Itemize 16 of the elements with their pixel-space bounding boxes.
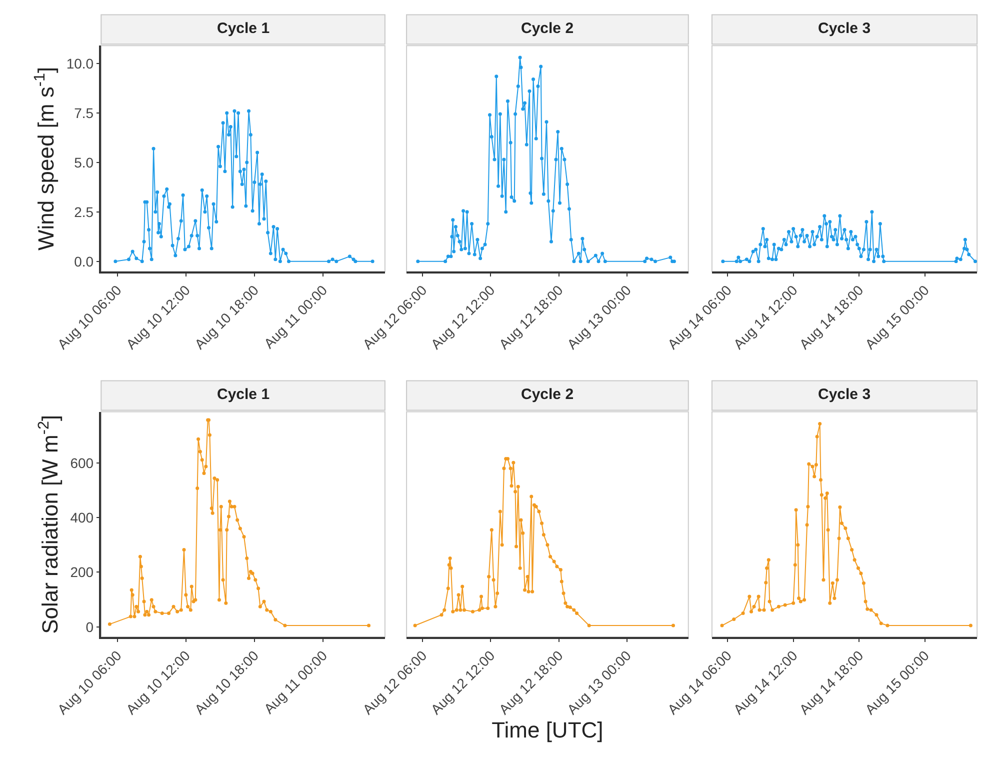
y-tick-label: 200 xyxy=(70,564,94,580)
y-tick-label: 0 xyxy=(86,618,94,635)
x-axis-title: Time [UTC] xyxy=(492,718,604,743)
chart-title: Cycle 2 xyxy=(521,386,574,403)
chart-title: Cycle 1 xyxy=(217,386,270,403)
y-tick-label: 2.5 xyxy=(74,204,94,220)
chart-title: Cycle 3 xyxy=(818,386,871,403)
chart-title: Cycle 2 xyxy=(521,20,574,37)
y-tick-label: 0.0 xyxy=(74,253,94,270)
y-tick-label: 400 xyxy=(70,509,94,526)
y-tick-label: 5.0 xyxy=(74,154,94,170)
y-tick-label: 600 xyxy=(70,454,94,471)
chart-title: Cycle 3 xyxy=(818,20,871,37)
y-tick-label: 7.5 xyxy=(74,104,94,121)
chart-title: Cycle 1 xyxy=(217,20,270,37)
y-tick-label: 10.0 xyxy=(66,55,94,72)
